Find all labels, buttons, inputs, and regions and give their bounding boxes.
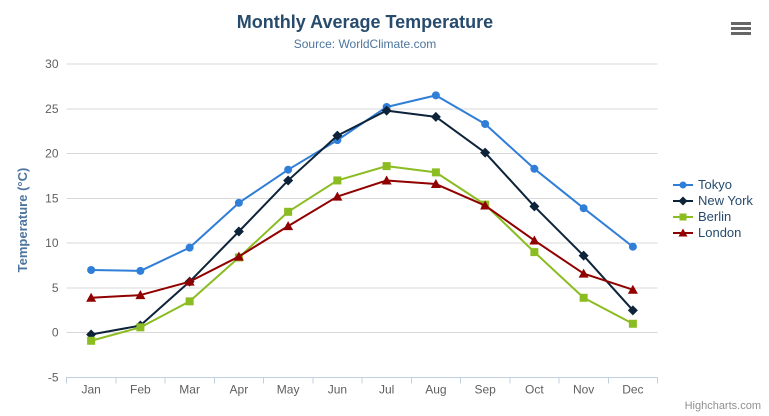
- y-axis-label: -5: [48, 371, 59, 385]
- x-axis-label: Apr: [230, 383, 249, 397]
- series-line: [90, 165, 634, 342]
- data-point[interactable]: [381, 105, 392, 116]
- y-axis-label: 20: [45, 147, 59, 161]
- circle-series-marker-icon: [673, 181, 693, 189]
- data-point[interactable]: [234, 198, 243, 207]
- series-line: [90, 109, 634, 336]
- y-axis-label: 25: [45, 102, 59, 116]
- data-point[interactable]: [578, 250, 589, 261]
- square-series-marker-icon: [673, 213, 693, 221]
- data-point[interactable]: [332, 130, 343, 141]
- x-axis-label: Nov: [573, 383, 594, 397]
- hamburger-menu-icon: [731, 27, 751, 30]
- data-point[interactable]: [627, 305, 638, 316]
- triangle-series-marker-icon: [673, 228, 693, 237]
- x-axis-label: Mar: [179, 383, 200, 397]
- data-point[interactable]: [136, 266, 145, 275]
- diamond-series-marker-icon: [673, 196, 693, 206]
- legend-marker[interactable]: [678, 228, 688, 237]
- legend-item-london[interactable]: London: [673, 225, 753, 241]
- hamburger-menu-icon: [731, 32, 751, 35]
- x-axis-label: Jul: [379, 383, 394, 397]
- series-new-york: [86, 105, 638, 340]
- data-point[interactable]: [135, 290, 146, 300]
- data-point[interactable]: [431, 91, 440, 100]
- data-point[interactable]: [578, 268, 589, 278]
- y-axis-label: 15: [45, 191, 59, 205]
- data-point[interactable]: [480, 200, 491, 210]
- x-axis-label: Aug: [425, 383, 446, 397]
- data-point[interactable]: [579, 204, 588, 213]
- data-point[interactable]: [431, 168, 440, 177]
- series-line: [90, 179, 634, 299]
- legend-marker[interactable]: [678, 196, 688, 206]
- legend-marker[interactable]: [679, 181, 687, 189]
- hamburger-menu-icon: [731, 22, 751, 25]
- data-point[interactable]: [529, 201, 540, 212]
- chart-context-menu-button[interactable]: [729, 21, 753, 38]
- data-point[interactable]: [382, 162, 391, 171]
- legend-item-tokyo[interactable]: Tokyo: [673, 177, 753, 193]
- x-axis-label: Dec: [622, 383, 643, 397]
- legend-label: London: [698, 225, 742, 240]
- series-london: [86, 175, 638, 302]
- x-axis-label: Feb: [130, 383, 151, 397]
- data-point[interactable]: [333, 176, 342, 185]
- legend-label: Berlin: [698, 209, 732, 224]
- data-point[interactable]: [530, 164, 539, 173]
- chart-subtitle: Source: WorldClimate.com: [293, 37, 437, 51]
- legend: Tokyo New York Berlin London: [673, 177, 753, 241]
- x-axis-label: Jan: [81, 383, 100, 397]
- legend-item-new-york[interactable]: New York: [673, 193, 753, 209]
- data-point[interactable]: [480, 147, 491, 158]
- data-point[interactable]: [87, 336, 96, 345]
- data-point[interactable]: [184, 276, 195, 286]
- data-point[interactable]: [233, 226, 244, 237]
- data-point[interactable]: [628, 242, 637, 251]
- data-point[interactable]: [332, 191, 343, 201]
- y-axis-label: 5: [52, 281, 59, 295]
- y-axis-label: 10: [45, 236, 59, 250]
- data-point[interactable]: [283, 175, 294, 186]
- chart-title: Monthly Average Temperature: [236, 12, 494, 32]
- x-axis-label: Sep: [474, 383, 496, 397]
- series-line: [90, 94, 634, 272]
- y-axis-label: 30: [45, 57, 59, 71]
- data-point[interactable]: [284, 207, 293, 216]
- data-point[interactable]: [136, 323, 145, 332]
- data-point[interactable]: [430, 179, 441, 189]
- data-point[interactable]: [185, 297, 194, 306]
- data-point[interactable]: [86, 292, 97, 302]
- y-axis-label: 0: [52, 326, 59, 340]
- highcharts-credit-link[interactable]: Highcharts.com: [684, 400, 761, 412]
- data-point[interactable]: [481, 120, 490, 129]
- data-point[interactable]: [283, 221, 294, 231]
- x-axis-label: May: [277, 383, 300, 397]
- x-axis-label: Oct: [525, 383, 544, 397]
- data-point[interactable]: [627, 284, 638, 294]
- data-point[interactable]: [284, 165, 293, 174]
- legend-item-berlin[interactable]: Berlin: [673, 209, 753, 225]
- data-point[interactable]: [87, 266, 96, 275]
- data-point[interactable]: [628, 319, 637, 328]
- series-tokyo: [87, 91, 637, 275]
- data-point[interactable]: [185, 243, 194, 252]
- x-axis-label: Jun: [328, 383, 347, 397]
- data-point[interactable]: [530, 248, 539, 257]
- data-point[interactable]: [233, 251, 244, 261]
- y-axis-title: Temperature (°C): [15, 167, 30, 273]
- legend-marker[interactable]: [679, 213, 687, 221]
- data-point[interactable]: [381, 175, 392, 185]
- legend-label: New York: [698, 193, 753, 208]
- legend-label: Tokyo: [698, 177, 732, 192]
- data-point[interactable]: [430, 111, 441, 122]
- data-point[interactable]: [579, 293, 588, 302]
- data-point[interactable]: [529, 235, 540, 245]
